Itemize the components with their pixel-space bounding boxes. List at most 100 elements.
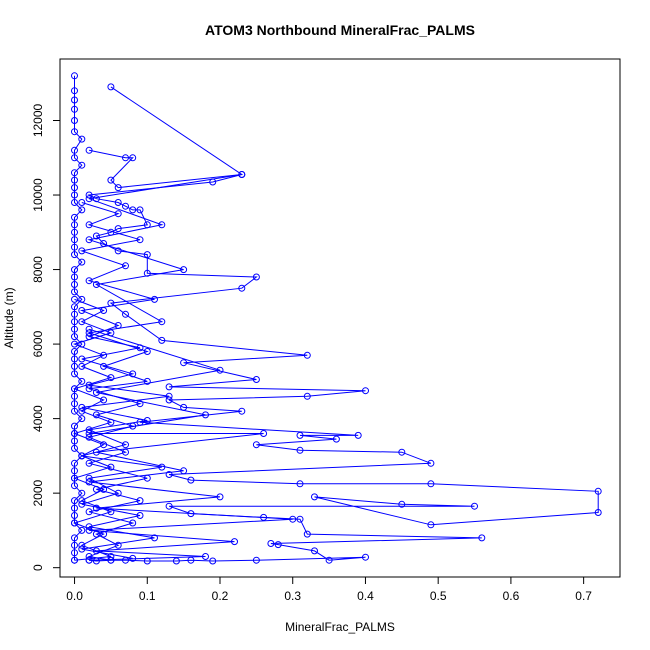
data-point — [85, 526, 93, 534]
x-axis: 0.0 0.1 0.2 0.3 0.4 0.5 0.6 0.7 — [66, 576, 592, 603]
data-point — [85, 277, 93, 285]
data-point — [122, 262, 129, 270]
data-point — [71, 318, 78, 326]
data-point — [209, 557, 217, 565]
data-point — [165, 502, 173, 510]
data-point — [71, 176, 78, 184]
data-point — [85, 523, 93, 531]
data-point — [71, 385, 78, 393]
data-point — [136, 512, 144, 519]
data-point — [100, 485, 108, 493]
x-tick-label: 0.7 — [575, 589, 592, 603]
data-point — [85, 433, 93, 441]
data-point — [78, 497, 86, 505]
data-point — [92, 411, 100, 419]
data-point — [311, 493, 318, 501]
data-point — [71, 556, 78, 564]
data-point — [71, 96, 78, 104]
data-point — [362, 387, 369, 395]
data-point — [85, 478, 93, 486]
data-point — [78, 545, 86, 553]
y-tick-label: 12000 — [31, 103, 45, 137]
data-point — [92, 448, 100, 456]
data-point — [85, 474, 93, 482]
series-4 — [78, 199, 173, 562]
data-point — [172, 557, 180, 565]
data-point — [165, 392, 173, 400]
data-point — [85, 325, 93, 333]
data-point — [78, 500, 86, 508]
data-point — [143, 417, 151, 424]
data-point — [78, 318, 86, 326]
data-point — [78, 403, 86, 411]
data-point — [202, 411, 209, 419]
data-point — [71, 281, 78, 288]
data-point — [296, 446, 304, 454]
data-point — [158, 221, 166, 229]
data-point — [71, 184, 78, 192]
data-point — [122, 202, 129, 210]
data-point — [238, 284, 246, 292]
x-tick-label: 0.2 — [212, 589, 229, 603]
data-point — [78, 407, 86, 415]
data-point — [427, 521, 435, 529]
data-point — [325, 556, 333, 564]
x-tick-label: 0.1 — [139, 589, 156, 603]
series-2 — [85, 146, 602, 565]
data-point — [71, 400, 78, 408]
data-point — [71, 370, 78, 378]
data-point — [78, 489, 86, 497]
data-point — [478, 534, 486, 542]
data-point — [78, 199, 86, 206]
data-point — [398, 448, 406, 456]
data-point — [71, 191, 78, 199]
data-point — [114, 541, 122, 549]
data-point — [100, 441, 108, 449]
data-point — [296, 515, 304, 523]
data-point — [71, 154, 78, 162]
data-point — [180, 266, 188, 274]
series-1 — [71, 72, 86, 564]
data-point — [85, 191, 93, 199]
data-point — [231, 538, 238, 546]
data-point — [85, 556, 93, 564]
series-line — [88, 328, 293, 561]
data-point — [71, 221, 78, 229]
data-point — [71, 295, 78, 303]
data-point — [136, 206, 144, 214]
data-point — [71, 504, 78, 512]
data-point — [71, 243, 78, 251]
data-point — [85, 553, 93, 560]
data-point — [71, 497, 78, 505]
data-point — [252, 556, 260, 564]
data-point — [238, 171, 246, 178]
data-point — [71, 534, 78, 542]
data-point — [594, 487, 602, 495]
data-point — [71, 72, 78, 80]
data-point — [71, 117, 78, 124]
data-point — [71, 105, 78, 113]
data-point — [252, 273, 260, 281]
data-point — [85, 195, 93, 203]
data-point — [165, 383, 173, 391]
data-point — [107, 374, 115, 382]
data-point — [92, 547, 100, 555]
data-point — [107, 176, 115, 184]
data-point — [427, 459, 435, 467]
data-point — [129, 206, 137, 214]
data-point — [78, 355, 86, 363]
data-point — [238, 407, 246, 415]
data-point — [332, 435, 340, 443]
data-point — [71, 430, 78, 437]
data-point — [136, 236, 144, 244]
data-point — [71, 325, 78, 333]
data-point — [71, 333, 78, 341]
x-tick-label: 0.6 — [503, 589, 520, 603]
data-point — [252, 376, 260, 383]
data-point — [296, 480, 304, 488]
data-point — [85, 508, 93, 516]
series-line — [87, 86, 244, 561]
data-point — [303, 351, 311, 359]
data-point — [158, 318, 166, 326]
data-point — [71, 228, 78, 236]
